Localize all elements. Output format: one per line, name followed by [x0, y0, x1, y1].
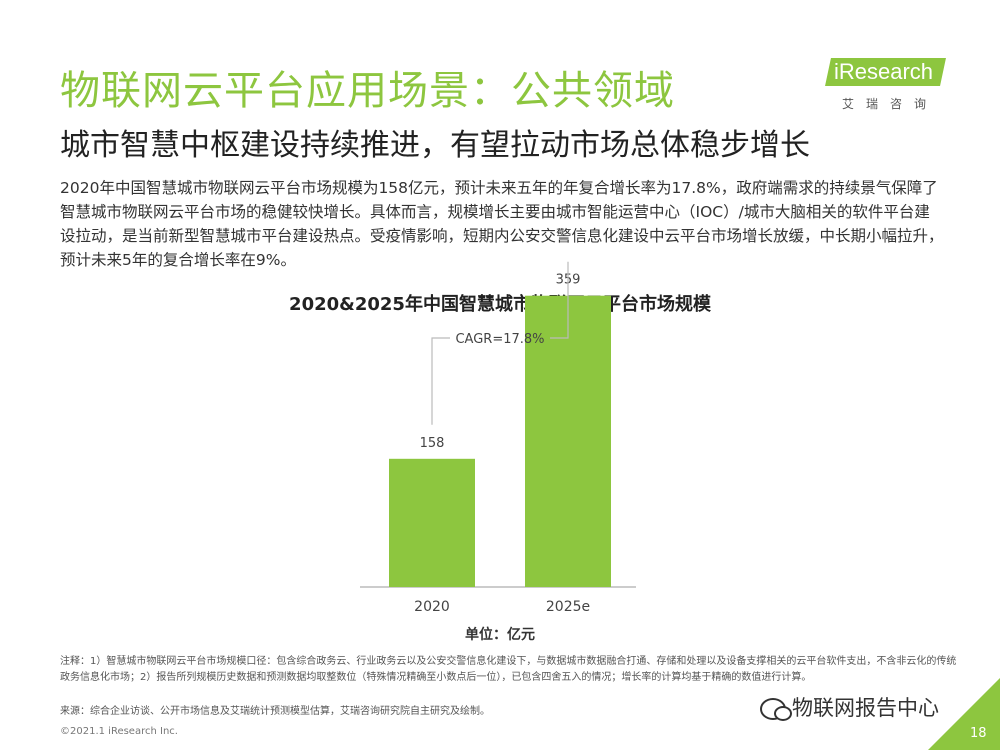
- x-tick-label-2020: 2020: [414, 599, 450, 615]
- watermark: 物联网报告中心: [760, 692, 939, 722]
- bar-2025e: [525, 295, 611, 587]
- page-subtitle: 城市智慧中枢建设持续推进，有望拉动市场总体稳步增长: [60, 128, 810, 163]
- watermark-text: 物联网报告中心: [792, 696, 939, 720]
- cagr-bracket-left: [431, 337, 450, 425]
- logo-cn-text: 艾瑞咨询: [842, 97, 939, 111]
- cagr-annotation: CAGR=17.8%: [455, 332, 544, 347]
- source-note: 来源：综合企业访谈、公开市场信息及艾瑞统计预测模型估算，艾瑞咨询研究院自主研究及…: [60, 706, 490, 717]
- page-number: 18: [970, 726, 987, 741]
- wechat-icon: [760, 698, 792, 721]
- bar-2020: [389, 458, 475, 587]
- corner-decoration: [928, 678, 1000, 750]
- cagr-bracket-right: [550, 261, 569, 339]
- footnote: 注释：1）智慧城市物联网云平台市场规模口径：包含综合政务云、行业政务云以及公安交…: [60, 656, 957, 683]
- data-label-2020: 158: [420, 436, 445, 451]
- copyright: ©2021.1 iResearch Inc.: [60, 726, 178, 737]
- x-tick-label-2025e: 2025e: [546, 599, 590, 615]
- iresearch-logo: iResearch 艾瑞咨询: [822, 50, 952, 120]
- page-title: 物联网云平台应用场景：公共领域: [60, 68, 675, 114]
- intro-paragraph: 2020年中国智慧城市物联网云平台市场规模为158亿元，预计未来五年的年复合增长…: [60, 179, 944, 269]
- unit-label: 单位：亿元: [465, 627, 535, 643]
